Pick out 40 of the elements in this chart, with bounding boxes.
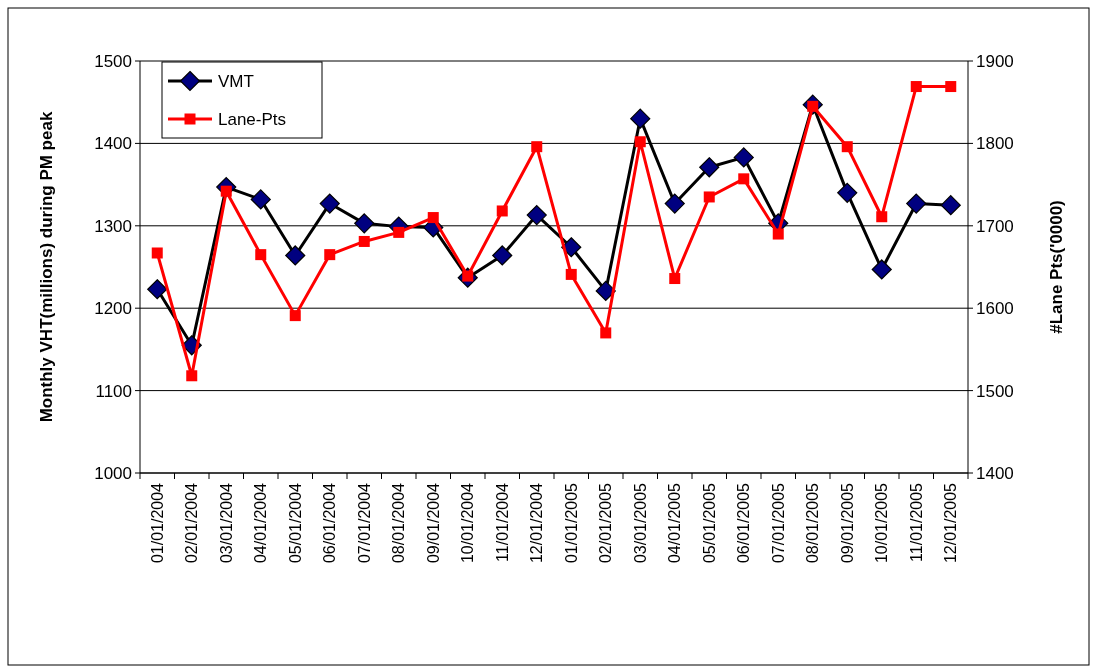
x-tick-label: 02/01/2004 — [183, 482, 201, 564]
y2-tick-label: 1900 — [976, 51, 1014, 71]
x-tick-label: 11/01/2005 — [907, 482, 925, 562]
y-tick-label: 1200 — [94, 299, 132, 319]
x-tick-label: 08/01/2005 — [804, 482, 822, 564]
y2-tick-label: 1700 — [976, 216, 1014, 236]
x-tick-label: 05/01/2005 — [700, 482, 718, 564]
x-tick-label: 05/01/2004 — [286, 482, 304, 564]
x-tick-label: 01/01/2005 — [562, 482, 580, 564]
x-tick-label: 10/01/2004 — [459, 482, 477, 564]
y2-tick-label: 1500 — [976, 381, 1014, 401]
y2-axis-title: #Lane Pts('0000) — [1047, 200, 1066, 334]
x-tick-label: 07/01/2004 — [355, 482, 373, 564]
x-tick-label: 03/01/2005 — [631, 482, 649, 564]
y-tick-label: 1500 — [94, 51, 132, 71]
x-tick-label: 04/01/2005 — [666, 482, 684, 564]
x-tick-label: 01/01/2004 — [148, 482, 166, 564]
x-tick-label: 10/01/2005 — [873, 482, 891, 564]
y-tick-label: 1100 — [95, 381, 132, 401]
y2-tick-label: 1400 — [976, 463, 1014, 483]
legend-label: VMT — [218, 71, 254, 91]
x-tick-label: 12/01/2005 — [942, 482, 960, 564]
x-tick-label: 09/01/2005 — [838, 482, 856, 564]
y2-tick-label: 1600 — [976, 299, 1014, 319]
y-axis-title: Monthly VHT(millions) during PM peak — [37, 111, 56, 423]
x-tick-label: 03/01/2004 — [217, 482, 235, 564]
x-tick-label: 12/01/2004 — [528, 482, 546, 564]
legend-label: Lane-Pts — [218, 109, 287, 129]
y-tick-label: 1000 — [94, 463, 132, 483]
x-tick-label: 08/01/2004 — [390, 482, 408, 564]
y-tick-label: 1300 — [94, 216, 132, 236]
x-tick-label: 04/01/2004 — [252, 482, 270, 564]
y-tick-label: 1400 — [94, 134, 132, 154]
x-tick-label: 06/01/2004 — [321, 482, 339, 564]
x-tick-label: 06/01/2005 — [735, 482, 753, 564]
x-tick-label: 07/01/2005 — [769, 482, 787, 564]
x-tick-label: 11/01/2004 — [493, 482, 511, 562]
y2-tick-label: 1800 — [976, 134, 1014, 154]
x-tick-label: 02/01/2005 — [597, 482, 615, 564]
x-tick-label: 09/01/2004 — [424, 482, 442, 564]
